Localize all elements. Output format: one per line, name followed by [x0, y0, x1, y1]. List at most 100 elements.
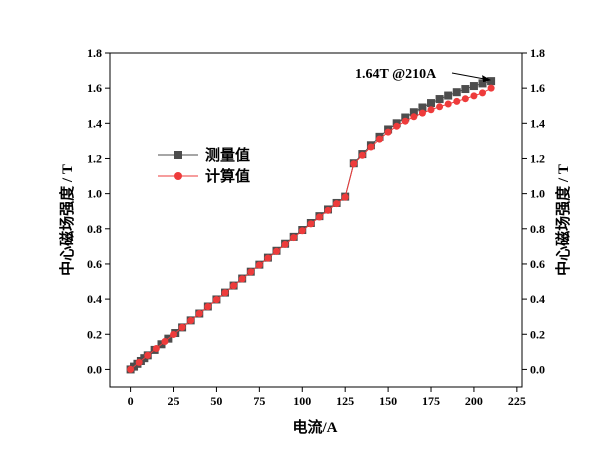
data-point-calculated: [152, 345, 160, 353]
data-point-calculated: [307, 220, 315, 228]
y-tick-label-right: 1.2: [530, 151, 545, 165]
data-point-calculated: [264, 254, 272, 262]
data-point-calculated: [195, 310, 203, 318]
legend-label-calculated: 计算值: [205, 167, 250, 185]
x-axis-title: 电流/A: [292, 418, 337, 436]
data-point-calculated: [144, 351, 152, 359]
plot-frame: [109, 52, 523, 388]
data-point-measured: [409, 108, 418, 117]
annotation-arrow-head: [482, 75, 492, 83]
x-tick-label: 125: [336, 394, 354, 408]
y-tick-label-left: 1.0: [87, 187, 102, 201]
data-point-calculated: [298, 227, 306, 235]
y-tick-label-right: 0.0: [530, 362, 545, 376]
data-point-calculated: [333, 200, 341, 208]
y-tick-label-left: 0.2: [87, 327, 102, 341]
y-tick-label-right: 1.0: [530, 187, 545, 201]
y-tick-label-right: 1.4: [530, 116, 545, 130]
data-point-calculated: [281, 240, 289, 248]
data-point-calculated: [178, 323, 186, 331]
data-point-measured: [461, 85, 470, 94]
data-point-calculated: [212, 296, 220, 304]
data-point-calculated: [324, 206, 332, 214]
x-tick-label: 100: [293, 394, 311, 408]
data-point-measured: [478, 79, 487, 88]
x-tick-label: 150: [379, 394, 397, 408]
y-tick-label-left: 1.2: [87, 151, 102, 165]
data-point-calculated: [273, 247, 281, 255]
data-point-calculated: [127, 365, 135, 373]
data-point-calculated: [376, 135, 384, 143]
data-point-calculated: [315, 213, 323, 221]
data-point-calculated: [470, 92, 478, 100]
x-tick-label: 175: [422, 394, 440, 408]
data-point-calculated: [238, 275, 246, 283]
data-point-measured: [427, 99, 436, 108]
data-point-calculated: [204, 303, 212, 311]
x-tick-label: 225: [508, 394, 526, 408]
x-tick-label: 25: [168, 394, 180, 408]
y-tick-label-right: 0.4: [530, 292, 545, 306]
data-point-calculated: [221, 289, 229, 297]
axis-ticks: 0 25 50 75 100 125 150 175 200 225 0.0 0.0 0.2 0.2 0.4…: [87, 46, 545, 408]
data-point-calculated: [444, 100, 452, 108]
annotation-arrow: [451, 72, 486, 80]
data-point-calculated: [453, 97, 461, 105]
legend-marker-measured: [174, 151, 182, 159]
y-tick-label-right: 0.8: [530, 222, 545, 236]
data-point-calculated: [393, 122, 401, 130]
x-tick-label: 50: [210, 394, 222, 408]
data-point-calculated: [461, 95, 469, 103]
data-point-calculated: [341, 193, 349, 201]
data-point-calculated: [161, 337, 169, 345]
data-point-measured: [418, 103, 427, 112]
x-tick-label: 75: [253, 394, 265, 408]
series-layer: [126, 77, 496, 374]
data-point-measured: [444, 91, 453, 100]
y-tick-label-left: 0.0: [87, 362, 102, 376]
x-tick-label: 200: [465, 394, 483, 408]
data-point-calculated: [427, 106, 435, 114]
legend-marker-calculated: [174, 172, 182, 180]
data-point-calculated: [230, 282, 238, 290]
annotation-label: 1.64T @210A: [355, 67, 437, 82]
y-tick-label-left: 0.4: [87, 292, 102, 306]
data-point-calculated: [358, 151, 366, 159]
data-point-calculated: [247, 268, 255, 276]
data-point-calculated: [384, 128, 392, 136]
data-point-measured: [469, 82, 478, 91]
data-point-calculated: [135, 358, 143, 366]
x-tick-label: 0: [128, 394, 134, 408]
y-axis-title-right: 中心磁场强度 / T: [554, 164, 572, 276]
data-point-calculated: [418, 109, 426, 117]
y-tick-label-left: 0.8: [87, 222, 102, 236]
data-point-calculated: [487, 84, 495, 92]
data-point-calculated: [290, 234, 298, 242]
data-point-calculated: [187, 317, 195, 325]
data-point-measured: [452, 88, 461, 97]
data-point-calculated: [401, 117, 409, 125]
y-tick-label-right: 1.6: [530, 81, 545, 95]
data-point-calculated: [255, 261, 263, 269]
y-tick-label-left: 0.6: [87, 257, 102, 271]
y-tick-label-right: 1.8: [530, 46, 545, 60]
data-point-calculated: [436, 103, 444, 111]
y-tick-label-left: 1.6: [87, 81, 102, 95]
annotation-layer: 1.64T @210A: [355, 67, 492, 83]
data-point-calculated: [170, 330, 178, 338]
data-point-measured: [401, 113, 410, 122]
data-point-calculated: [410, 113, 418, 121]
legend-label-measured: 测量值: [205, 146, 250, 164]
y-axis-title-left: 中心磁场强度 / T: [58, 164, 76, 276]
y-tick-label-right: 0.2: [530, 327, 545, 341]
y-tick-label-left: 1.4: [87, 116, 102, 130]
data-point-measured: [487, 77, 496, 86]
legend: 测量值 计算值: [158, 146, 250, 185]
data-point-calculated: [367, 143, 375, 151]
data-point-calculated: [350, 160, 358, 168]
data-point-measured: [435, 95, 444, 104]
data-point-calculated: [479, 89, 487, 97]
y-tick-label-left: 1.8: [87, 46, 102, 60]
y-tick-label-right: 0.6: [530, 257, 545, 271]
